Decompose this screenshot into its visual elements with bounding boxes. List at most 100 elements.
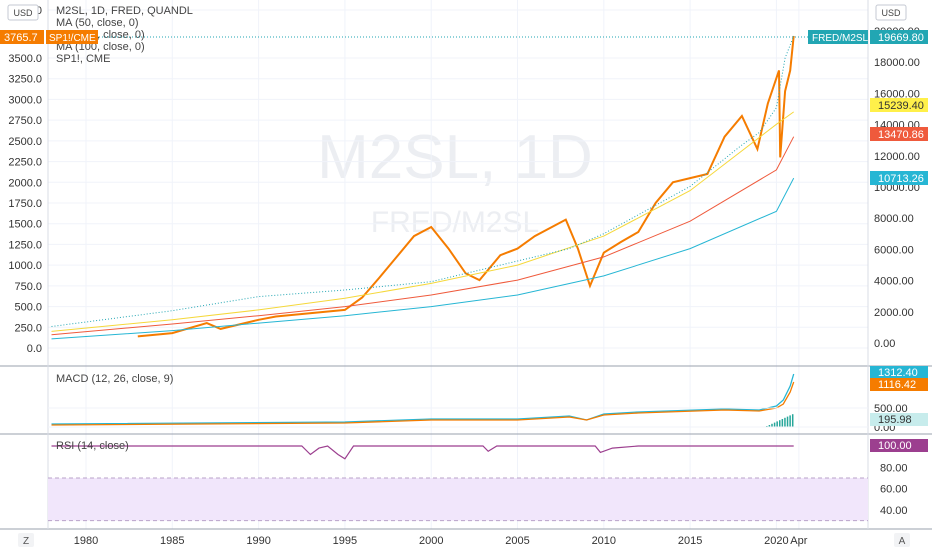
- right-axis-tick: 8000.00: [874, 213, 914, 225]
- time-axis-tick: 2010: [592, 535, 616, 547]
- currency-left: USD: [13, 8, 33, 18]
- left-axis-tick: 3250.0: [8, 74, 42, 86]
- rsi-axis-tick: 40.00: [880, 505, 908, 517]
- series-line: [137, 35, 795, 338]
- series-line: [51, 111, 794, 332]
- left-axis-tick: 2250.0: [8, 157, 42, 169]
- macd-histogram-bar: [791, 414, 794, 427]
- macd-tag1-bg: [870, 366, 928, 379]
- left-symbol-tag-bg: [46, 30, 98, 44]
- macd-tag2: 1116.42: [878, 379, 916, 391]
- left-axis-tick: 2750.0: [8, 115, 42, 127]
- macd-tag2-bg: [870, 378, 928, 391]
- left-axis-tick: 3000.0: [8, 94, 42, 106]
- watermark-sub: FRED/M2SL: [371, 206, 539, 239]
- time-axis-tick: 1995: [333, 535, 357, 547]
- left-price-axis[interactable]: 0.0 250.0 500.0 750.0 1000.0 1250.0 1500.0 1750…: [8, 5, 42, 355]
- time-axis-tick: 1985: [160, 535, 184, 547]
- left-axis-tick: 1250.0: [8, 239, 42, 251]
- macd-axis-tick: 500.00: [874, 403, 908, 415]
- macd-histogram-bar: [779, 420, 781, 427]
- time-axis-tick: 1990: [246, 535, 270, 547]
- watermark-main: M2SL, 1D: [317, 123, 593, 192]
- right-axis-tick: 16000.00: [874, 88, 920, 100]
- rsi-axis-tick: 60.00: [880, 484, 908, 496]
- ma50-tag: 15239.40: [878, 100, 924, 112]
- time-axis-tick: 2000: [419, 535, 443, 547]
- time-axis-tick: 2020: [764, 535, 788, 547]
- left-axis-tick: 500.0: [14, 302, 42, 314]
- ma200-tag-bg: [870, 171, 928, 185]
- left-axis-tick: 3500.0: [8, 53, 42, 65]
- macd-tag1: 1312.40: [878, 367, 918, 379]
- left-axis-tick: 1500.0: [8, 219, 42, 231]
- right-price-tag-bg: [870, 30, 928, 44]
- macd-histogram-bar: [784, 417, 786, 427]
- macd-histogram-bar: [789, 415, 791, 427]
- time-axis-tick: Apr: [790, 535, 807, 547]
- legend-ma-50[interactable]: MA (50, close, 0): [56, 17, 139, 29]
- macd-histogram-bar: [771, 423, 773, 427]
- main-series: [51, 35, 795, 340]
- macd-line: [51, 373, 795, 425]
- right-price-tag: 19669.80: [878, 32, 924, 44]
- left-axis-tick: 2500.0: [8, 136, 42, 148]
- auto-scale-button[interactable]: [894, 533, 910, 547]
- legend-compare[interactable]: SP1!, CME: [56, 53, 110, 65]
- ma100-tag: 13470.86: [878, 129, 924, 141]
- left-axis-tick: 250.0: [14, 322, 42, 334]
- rsi-tag: 100.00: [878, 440, 912, 452]
- rsi-label[interactable]: RSI (14, close): [56, 440, 129, 452]
- macd-tag3-bg: [870, 413, 928, 426]
- macd-signal-line: [51, 381, 795, 426]
- currency-left-box[interactable]: [7, 4, 39, 21]
- macd-histogram-bar: [773, 422, 776, 427]
- right-axis-tick: 0.00: [874, 338, 895, 350]
- rsi-line: [51, 445, 794, 460]
- series-line: [51, 136, 795, 336]
- ma200-tag: 10713.26: [878, 173, 924, 185]
- right-axis-tick: 2000.00: [874, 307, 914, 319]
- symbol-title[interactable]: M2SL, 1D, FRED, QUANDL: [56, 5, 193, 17]
- time-axis-tick: 1980: [74, 535, 98, 547]
- ma100-tag-bg: [870, 127, 928, 141]
- left-symbol-tag: SP1!/CME: [49, 33, 96, 44]
- time-axis-tick: 2005: [505, 535, 529, 547]
- series-line: [51, 35, 795, 327]
- right-axis-tick: 4000.00: [874, 276, 914, 288]
- macd-label[interactable]: MACD (12, 26, close, 9): [56, 373, 173, 385]
- macd-histogram-bar: [776, 421, 778, 427]
- currency-right: USD: [881, 8, 901, 18]
- ma50-tag-bg: [870, 98, 928, 112]
- right-price-axis[interactable]: 0.002000.004000.006000.008000.0010000.00…: [874, 26, 920, 350]
- right-symbol-tag-bg: [808, 30, 868, 44]
- series-line: [51, 177, 795, 340]
- time-axis-tick: 2015: [678, 535, 702, 547]
- time-axis[interactable]: 1980 1985 1990 1995 2000 2005 2010 2015 2020 Apr: [74, 535, 808, 547]
- left-axis-tick: 0.0: [27, 343, 42, 355]
- left-price-tag-bg: [0, 30, 44, 44]
- left-price-tag: 3765.7: [4, 32, 38, 44]
- rsi-axis-tick: 80.00: [880, 462, 908, 474]
- rsi-band: [48, 478, 868, 521]
- zoom-button[interactable]: [18, 533, 34, 547]
- left-axis-tick: 1750.0: [8, 198, 42, 210]
- macd-histogram-bar: [768, 425, 771, 427]
- left-axis-tick: 1000.0: [8, 260, 42, 272]
- macd-histogram-bar: [781, 419, 784, 427]
- zoom-button-label: Z: [23, 536, 29, 547]
- grid: [48, 0, 868, 529]
- left-axis-tick: 750.0: [14, 281, 42, 293]
- right-symbol-tag: FRED/M2SL: [812, 33, 869, 44]
- rsi-pane: 80.00 60.00 40.00: [48, 445, 908, 522]
- macd-pane: 500.000.00: [48, 373, 908, 434]
- right-axis-tick: 12000.00: [874, 151, 920, 163]
- left-axis-tick: 2000.0: [8, 177, 42, 189]
- macd-histogram-bar: [786, 416, 789, 427]
- macd-tag3: 195.98: [878, 414, 912, 426]
- right-axis-tick: 6000.00: [874, 244, 914, 256]
- auto-scale-button-label: A: [899, 536, 906, 547]
- right-axis-tick: 18000.00: [874, 57, 920, 69]
- currency-right-box[interactable]: [875, 4, 907, 21]
